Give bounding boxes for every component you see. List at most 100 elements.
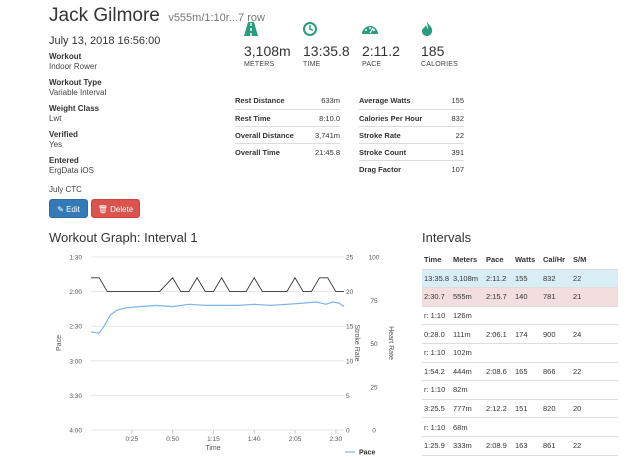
time-tick-label: 0:50	[166, 436, 179, 443]
pace-tick-label: 3:00	[69, 358, 82, 365]
edit-button[interactable]: ✎ Edit	[49, 199, 88, 218]
stroke-tick-label: 10	[346, 358, 354, 365]
workout-details: Workout Indoor Rower Workout Type Variab…	[49, 52, 219, 194]
summary-value: 107	[451, 164, 464, 174]
table-row[interactable]: 3:25.5 777m 2:12.2 151 820 20	[422, 398, 618, 418]
stroke-tick-label: 20	[346, 289, 354, 296]
table-row[interactable]: 1:25.9 333m 2:08.9 163 861 22	[422, 435, 618, 455]
legend-pace-label[interactable]: Pace	[359, 450, 375, 457]
pace-axis-label: Pace	[56, 335, 63, 351]
table-cell: 2:15.7	[486, 292, 507, 302]
delete-label: Delete	[110, 205, 134, 214]
summary-label: Stroke Count	[359, 147, 407, 157]
summary-row: Average Watts 155	[359, 92, 464, 109]
intervals-title: Intervals	[422, 230, 472, 245]
summary-value: 391	[451, 147, 464, 157]
dashboard-icon	[362, 26, 378, 34]
graph-series	[90, 276, 345, 334]
table-row[interactable]: 1:54.2 444m 2:08.6 165 866 22	[422, 361, 618, 381]
table-cell: 2:08.9	[486, 441, 507, 451]
summary-row: Drag Factor 107	[359, 160, 464, 177]
table-cell: 22	[573, 273, 582, 283]
summary-value: 22	[455, 130, 464, 140]
heart-rate-tick-label: 50	[370, 341, 378, 348]
graph-title: Workout Graph: Interval 1	[49, 230, 198, 245]
table-cell: r: 1:10	[424, 422, 446, 432]
pace-tick-label: 3:30	[69, 393, 82, 400]
table-row[interactable]: 2:30.7 555m 2:15.7 140 781 21	[422, 287, 618, 306]
table-row[interactable]: 13:35.8 3,108m 2:11.2 155 832 22	[422, 268, 618, 288]
column-header: Meters	[453, 254, 478, 264]
table-cell: 68m	[453, 422, 468, 432]
workout-note: July CTC	[49, 185, 82, 194]
table-cell: 555m	[453, 292, 472, 302]
detail-value: Lwt	[49, 114, 62, 123]
table-cell: 2:06.1	[486, 329, 507, 339]
table-row[interactable]: r: 1:10 82m	[422, 380, 618, 399]
workout-description: v555m/1:10r...7 row	[168, 12, 265, 24]
table-cell: 781	[543, 292, 556, 302]
table-cell: 163	[515, 441, 528, 451]
summary-value: 155	[451, 96, 464, 105]
time-tick-label: 0:25	[125, 436, 138, 443]
summary-label: Calories Per Hour	[359, 113, 423, 123]
table-cell: 333m	[453, 441, 472, 451]
summary-row: Calories Per Hour 832	[359, 109, 464, 126]
intervals-body: 13:35.8 3,108m 2:11.2 155 832 22 2:30.7 555m 2:1…	[422, 268, 618, 457]
table-row[interactable]: r: 1:10 126m	[422, 305, 618, 325]
detail-workout-type: Workout Type Variable Interval	[49, 78, 219, 97]
stat-unit: METERS	[244, 61, 275, 68]
summary-label: Stroke Rate	[359, 130, 401, 140]
table-cell: 832	[543, 273, 556, 283]
table-row[interactable]: r: 1:10 102m	[422, 342, 618, 362]
table-row[interactable]: r: 1:10 68m	[422, 417, 618, 436]
table-cell: 126m	[453, 311, 472, 321]
table-cell: 155	[515, 273, 528, 283]
table-cell: r: 1:10	[424, 385, 446, 395]
table-cell: 0:28.0	[424, 329, 445, 339]
detail-verified: Verified Yes	[49, 130, 219, 149]
table-cell: 140	[515, 292, 528, 302]
table-cell: 22	[573, 366, 582, 376]
detail-label: Weight Class	[49, 104, 100, 113]
column-header: S/M	[573, 254, 587, 264]
summary-label: Average Watts	[359, 96, 411, 105]
workout-graph: 1:302:002:303:003:304:002520151050100755…	[56, 255, 394, 457]
pencil-icon: ✎	[57, 205, 64, 214]
performance-summary-table: Average Watts 155 Calories Per Hour 832 St…	[359, 92, 464, 177]
graph-grid	[91, 256, 344, 431]
flame-icon	[422, 22, 433, 36]
table-cell: 900	[543, 329, 556, 339]
stat-value: 3,108m	[244, 43, 291, 59]
time-tick-label: 2:30	[330, 436, 343, 443]
stat-value: 2:11.2	[362, 43, 400, 59]
detail-value: Indoor Rower	[49, 62, 98, 71]
table-cell: 82m	[453, 385, 468, 395]
athlete-name: Jack Gilmore	[49, 5, 160, 26]
detail-value: Variable Interval	[49, 88, 107, 97]
heart-rate-tick-label: 100	[369, 255, 380, 262]
summary-value: 832	[451, 113, 464, 123]
table-cell: 861	[543, 441, 556, 451]
summary-row: Rest Time 8:10.0	[235, 109, 340, 126]
table-row[interactable]: r: 1:1090m	[422, 454, 618, 457]
column-header: Watts	[515, 254, 536, 264]
workout-date: July 13, 2018 16:56:00	[49, 35, 161, 47]
table-cell: 22	[573, 441, 582, 451]
table-cell: 2:08.6	[486, 366, 507, 376]
time-axis-label: Time	[205, 445, 220, 452]
pace-tick-label: 1:30	[69, 255, 82, 262]
trash-icon: 🗑	[97, 205, 108, 214]
table-cell: 1:25.9	[424, 441, 445, 451]
stat-value: 185	[421, 43, 445, 59]
summary-label: Rest Time	[235, 113, 271, 123]
detail-weight-class: Weight Class Lwt	[49, 104, 219, 123]
pace-tick-label: 4:00	[69, 428, 82, 435]
heart-rate-axis-label: Heart Rate	[387, 326, 394, 360]
table-row[interactable]: 0:28.0 111m 2:06.1 174 900 24	[422, 324, 618, 343]
table-cell: 165	[515, 366, 528, 376]
table-cell: 151	[515, 404, 528, 414]
stat-pace: 2:11.2 PACE	[362, 22, 400, 68]
delete-button[interactable]: 🗑 Delete	[91, 199, 140, 218]
table-cell: 444m	[453, 366, 472, 376]
